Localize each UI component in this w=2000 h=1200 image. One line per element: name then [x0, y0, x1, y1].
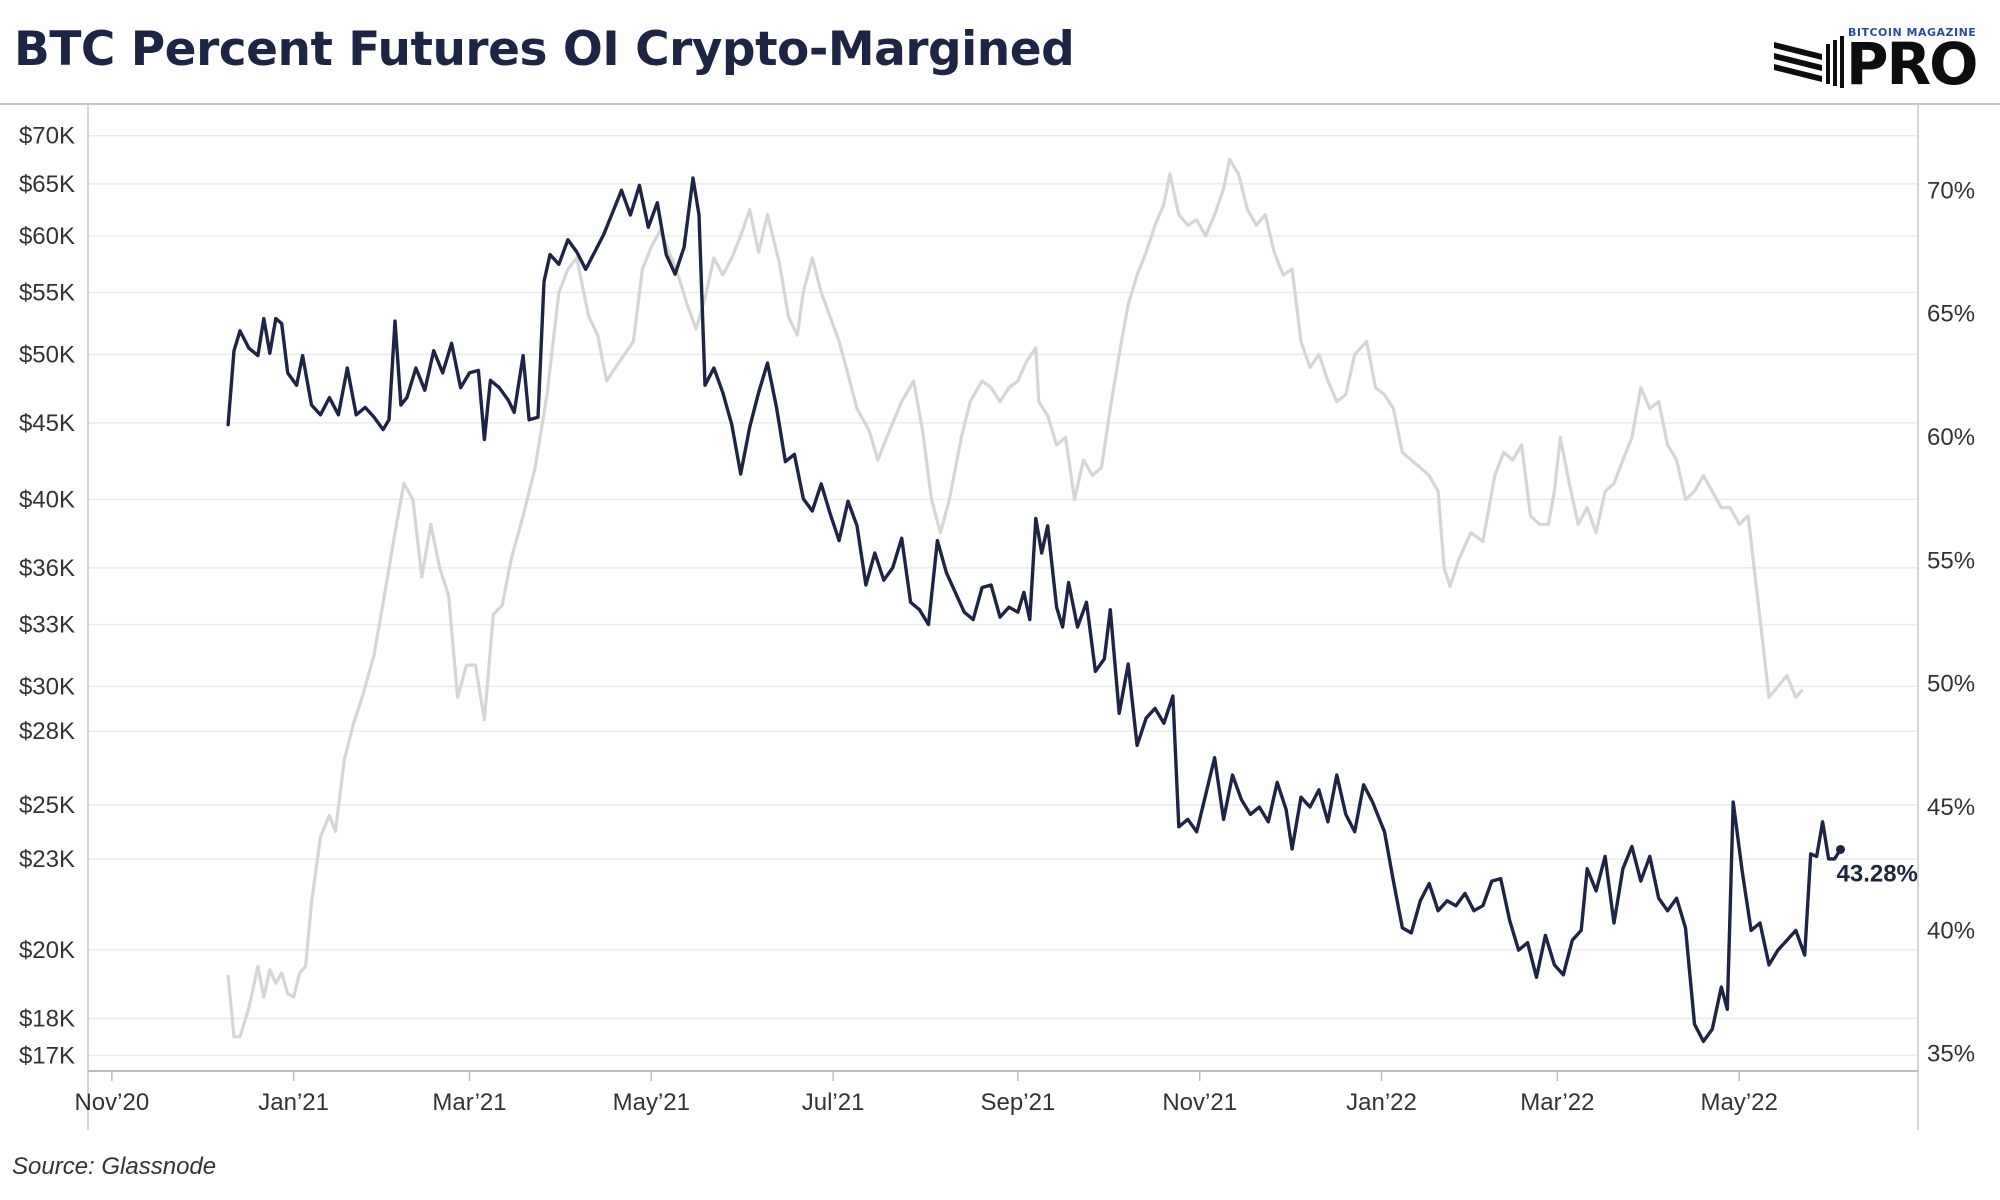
end-point-marker — [1836, 844, 1846, 854]
end-annotation: 43.28% — [1836, 844, 1918, 887]
x-tick-label: May’21 — [613, 1089, 690, 1116]
y-right-tick-label: 45% — [1927, 794, 1975, 821]
x-tick-label: Jan’22 — [1346, 1089, 1417, 1116]
logo-big-text: PRO — [1846, 30, 1978, 98]
logo-mark-icon — [1774, 36, 1844, 88]
y-left-tick-label: $23K — [19, 846, 75, 873]
chart-frame — [0, 103, 2000, 1130]
y-right-tick-label: 70% — [1927, 177, 1975, 204]
source-note: Source: Glassnode — [12, 1153, 217, 1180]
y-right-tick-label: 50% — [1927, 671, 1975, 698]
percent-oi-series-line — [226, 176, 1843, 1044]
y-right-tick-label: 60% — [1927, 424, 1975, 451]
y-left-tick-label: $45K — [19, 410, 75, 437]
y-left-tick-label: $18K — [19, 1005, 75, 1032]
x-tick-label: Mar’22 — [1520, 1089, 1594, 1116]
x-axis: Nov’20 Jan’21 Mar’21 May’21 Jul’21 Sep’21 Nov’… — [74, 1071, 1778, 1116]
bitcoin-magazine-pro-logo — [1768, 22, 1993, 97]
y-left-tick-label: $25K — [19, 792, 75, 819]
x-tick-label: Sep’21 — [981, 1089, 1056, 1116]
y-axis-right: 35% 40% 45% 50% 55% 60% 65% 70% — [1927, 177, 1975, 1067]
y-left-tick-label: $55K — [19, 279, 75, 306]
y-left-tick-label: $33K — [19, 611, 75, 638]
y-right-tick-label: 35% — [1927, 1041, 1975, 1068]
y-left-tick-label: $50K — [19, 341, 75, 368]
y-left-tick-label: $70K — [19, 123, 75, 150]
x-tick-label: Mar’21 — [432, 1089, 506, 1116]
x-tick-label: Nov’21 — [1162, 1089, 1237, 1116]
x-tick-label: Jul’21 — [802, 1089, 865, 1116]
y-left-tick-label: $40K — [19, 486, 75, 513]
y-left-tick-label: $28K — [19, 718, 75, 745]
y-left-tick-label: $60K — [19, 223, 75, 250]
x-tick-label: May’22 — [1700, 1089, 1777, 1116]
y-left-tick-label: $30K — [19, 673, 75, 700]
logo-small-text: BITCOIN MAGAZINE — [1848, 26, 1977, 39]
end-value-label: 43.28% — [1837, 860, 1918, 887]
y-right-tick-label: 65% — [1927, 301, 1975, 328]
x-tick-label: Jan’21 — [258, 1089, 329, 1116]
y-left-tick-label: $20K — [19, 937, 75, 964]
y-axis-left: $17K $18K $20K $23K $25K $28K $30K $33K $36K $40K… — [19, 123, 75, 1070]
x-tick-label: Nov’20 — [74, 1089, 149, 1116]
y-right-tick-label: 55% — [1927, 547, 1975, 574]
y-left-tick-label: $65K — [19, 171, 75, 198]
y-left-tick-label: $17K — [19, 1043, 75, 1070]
price-series-line — [226, 157, 1804, 1039]
series-group — [226, 157, 1843, 1044]
y-right-tick-label: 40% — [1927, 917, 1975, 944]
gridlines — [88, 134, 1918, 1057]
chart-title: BTC Percent Futures OI Crypto-Margined — [14, 22, 1075, 77]
y-left-tick-label: $36K — [19, 555, 75, 582]
